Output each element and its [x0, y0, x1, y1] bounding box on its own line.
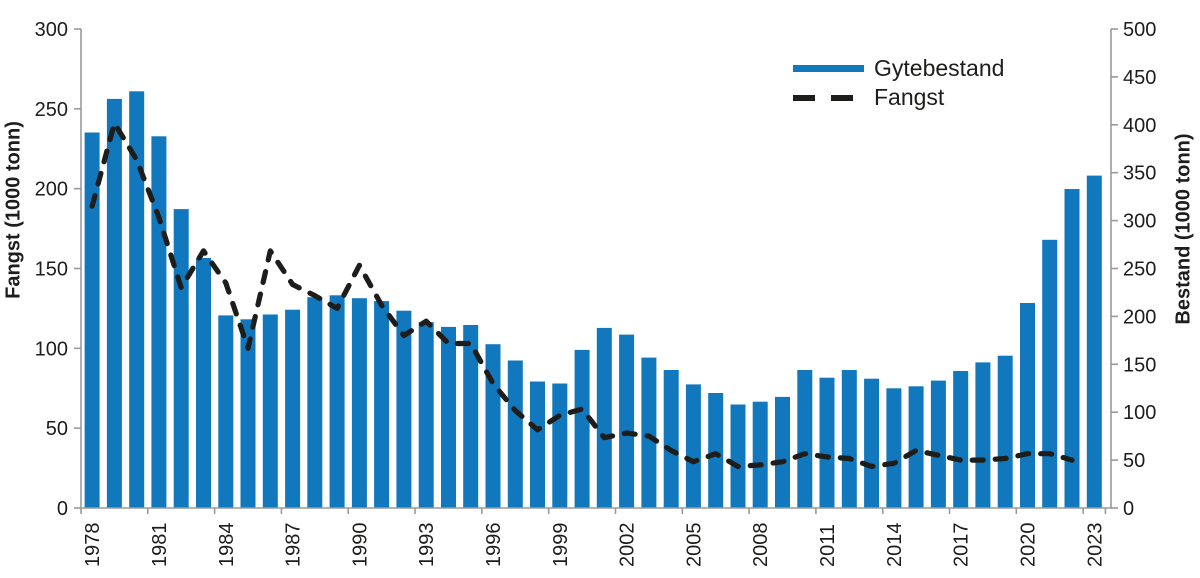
bar-1993 [418, 322, 434, 508]
bar-1988 [307, 297, 323, 508]
bar-2007 [730, 404, 746, 508]
bar-2019 [997, 355, 1013, 508]
x-tick-label-2005: 2005 [683, 523, 705, 568]
bar-2010 [797, 370, 813, 508]
right-tick-label-300: 300 [1123, 211, 1156, 233]
bar-2000 [574, 349, 590, 508]
x-tick-label-2023: 2023 [1084, 523, 1106, 568]
legend: Gytebestand Fangst [793, 54, 1004, 112]
x-tick-label-1981: 1981 [149, 523, 171, 568]
left-tick-label-100: 100 [35, 338, 68, 360]
bar-2001 [596, 327, 612, 508]
x-tick-label-1978: 1978 [82, 523, 104, 568]
left-tick-label-250: 250 [35, 99, 68, 121]
bar-1981 [151, 136, 167, 509]
bar-1984 [218, 315, 234, 508]
bar-1978 [84, 132, 100, 508]
right-tick-label-100: 100 [1123, 402, 1156, 424]
bar-2011 [819, 377, 835, 508]
gytebestand-swatch [793, 65, 864, 72]
left-tick-label-300: 300 [35, 19, 68, 41]
x-tick-label-1993: 1993 [416, 523, 438, 568]
x-tick-label-1984: 1984 [216, 523, 238, 568]
x-tick-label-2020: 2020 [1018, 523, 1040, 568]
bar-1989 [329, 295, 345, 508]
x-tick-label-2014: 2014 [884, 523, 906, 568]
bar-1992 [396, 310, 412, 508]
bar-2003 [641, 357, 657, 508]
bar-2008 [752, 401, 768, 508]
left-axis-title: Fangst (1000 tonn) [2, 121, 25, 299]
bar-1986 [262, 314, 278, 508]
x-tick-label-1996: 1996 [483, 523, 505, 568]
right-tick-label-350: 350 [1123, 163, 1156, 185]
right-tick-label-450: 450 [1123, 67, 1156, 89]
bar-2014 [886, 388, 902, 509]
bar-2004 [663, 370, 679, 508]
bar-1990 [351, 298, 367, 508]
left-tick-label-0: 0 [57, 498, 68, 520]
x-tick-label-2002: 2002 [617, 523, 639, 568]
bar-1980 [129, 91, 145, 509]
bar-2009 [775, 396, 790, 508]
bar-1985 [240, 319, 256, 508]
bar-2006 [708, 393, 724, 508]
bar-1998 [530, 381, 545, 508]
bar-2021 [1042, 239, 1058, 509]
left-tick-label-200: 200 [35, 179, 68, 201]
bar-1996 [485, 344, 501, 508]
x-tick-label-2011: 2011 [817, 524, 839, 567]
left-tick-label-150: 150 [35, 259, 68, 281]
bar-1991 [374, 301, 390, 508]
fangst-swatch [793, 94, 855, 101]
bar-2012 [841, 370, 857, 508]
bar-2005 [685, 384, 701, 508]
fangst-line [89, 120, 1075, 470]
bar-1999 [552, 383, 568, 508]
x-tick-label-1990: 1990 [349, 523, 371, 568]
right-axis-title: Bestand (1000 tonn) [1172, 133, 1195, 325]
right-tick-label-150: 150 [1123, 354, 1156, 376]
x-tick-label-2008: 2008 [750, 523, 772, 568]
legend-label-gytebestand: Gytebestand [874, 55, 1005, 81]
right-tick-label-400: 400 [1123, 115, 1156, 137]
bar-2017 [953, 371, 969, 508]
bar-1982 [173, 209, 189, 508]
x-tick-label-2017: 2017 [951, 523, 973, 568]
bar-1983 [196, 258, 211, 508]
x-tick-label-1999: 1999 [550, 523, 572, 568]
legend-label-fangst: Fangst [874, 84, 945, 110]
bar-1979 [106, 98, 122, 509]
bar-1997 [507, 360, 523, 508]
bar-2022 [1064, 189, 1080, 508]
bar-1987 [285, 309, 301, 508]
right-tick-label-50: 50 [1123, 450, 1145, 472]
right-tick-label-200: 200 [1123, 306, 1156, 328]
left-tick-label-50: 50 [46, 418, 68, 440]
bar-2002 [619, 334, 635, 508]
right-tick-label-0: 0 [1123, 498, 1134, 520]
right-tick-label-500: 500 [1123, 19, 1156, 41]
legend-item-fangst: Fangst [793, 83, 1004, 112]
bar-2023 [1086, 175, 1102, 508]
bar-2016 [930, 380, 946, 508]
x-tick-label-1987: 1987 [283, 523, 305, 568]
bar-2018 [975, 362, 991, 508]
bar-1994 [441, 326, 456, 508]
bar-2020 [1020, 303, 1035, 508]
right-tick-label-250: 250 [1123, 259, 1156, 281]
bar-2013 [864, 378, 880, 508]
bar-2015 [908, 386, 924, 508]
bar-1995 [463, 325, 479, 508]
legend-item-gytebestand: Gytebestand [793, 54, 1004, 83]
